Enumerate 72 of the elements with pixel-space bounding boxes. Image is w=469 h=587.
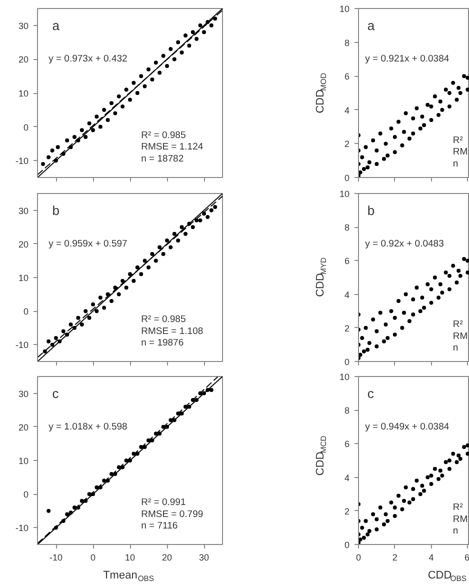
y-tick-label: 20 (18, 239, 29, 250)
annotation: R² (452, 319, 463, 330)
y-tick-label: 0 (344, 540, 350, 550)
y-tick-label: -10 (15, 340, 29, 350)
annotation: R² = 0.991 (141, 497, 186, 508)
annotation: y = 0.921x + 0.0384 (365, 54, 450, 65)
annotation: RM (452, 330, 468, 342)
annotation: y = 1.018x + 0.598 (48, 421, 128, 432)
y-tick-label: 30 (18, 20, 29, 31)
y-tick-label: 10 (339, 372, 350, 382)
annotation: n = 7116 (141, 520, 178, 532)
annotation: RMSE = 1.108 (141, 326, 204, 337)
annotation: y = 0.949x + 0.0384 (365, 421, 450, 432)
x-tick-label: 10 (124, 552, 136, 562)
x-tick-label: 0 (90, 552, 96, 562)
annotation: b (367, 202, 375, 218)
y-tick-label: 4 (344, 472, 350, 483)
y-tick-label: 10 (18, 273, 29, 283)
y-tick-label: 2 (344, 323, 350, 334)
annotation: n (452, 158, 458, 170)
x-tick-label: 0 (356, 552, 362, 562)
y-tick-label: 2 (344, 139, 350, 150)
annotation: R² = 0.985 (141, 130, 186, 141)
annotation: c (52, 386, 60, 401)
annotation: b (52, 202, 60, 218)
y-tick-label: 0 (23, 306, 29, 317)
y-tick-label: 10 (339, 4, 350, 14)
x-tick-label: 4 (428, 552, 434, 562)
y-tick-label: 0 (23, 122, 29, 132)
annotation: RMSE = 0.799 (141, 508, 204, 520)
y-tick-label: 4 (344, 290, 350, 300)
annotation: y = 0.92x + 0.0483 (365, 238, 444, 250)
y-tick-label: 4 (344, 105, 350, 116)
y-tick-label: 0 (344, 173, 350, 183)
annotation: n (452, 526, 458, 537)
annotation: R² = 0.985 (141, 314, 186, 325)
y-tick-label: 30 (18, 206, 29, 216)
annotation: R² (452, 502, 463, 514)
annotation: y = 0.959x + 0.597 (48, 238, 128, 250)
y-tick-label: 6 (344, 256, 350, 266)
y-tick-label: 8 (344, 38, 350, 48)
annotation: n (452, 342, 458, 354)
y-tick-label: 30 (18, 388, 29, 399)
y-tick-label: 8 (344, 222, 350, 233)
y-tick-label: 0 (23, 490, 29, 500)
y-tick-label: -10 (15, 156, 29, 166)
annotation: R² (452, 134, 463, 146)
annotation: y = 0.973x + 0.432 (48, 54, 128, 65)
annotation: RM (452, 146, 468, 158)
y-tick-label: 6 (344, 72, 350, 82)
annotation: a (367, 18, 376, 33)
annotation: n = 18782 (141, 153, 184, 164)
x-tick-label: 20 (162, 552, 172, 562)
y-tick-label: 20 (18, 54, 29, 65)
y-tick-label: 0 (344, 357, 350, 367)
y-tick-label: 20 (18, 422, 29, 432)
annotation: a (52, 18, 60, 33)
x-tick-label: 30 (198, 552, 210, 562)
annotation: RMSE = 1.124 (141, 142, 204, 153)
y-tick-label: 8 (344, 406, 350, 416)
y-tick-label: 2 (344, 506, 350, 516)
y-tick-label: 10 (339, 189, 350, 199)
annotation: c (367, 386, 374, 401)
y-tick-label: 10 (18, 456, 29, 466)
annotation: n = 19876 (141, 338, 184, 349)
x-tick-label: -10 (49, 552, 63, 562)
y-tick-label: -10 (15, 523, 29, 534)
annotation: RM (452, 514, 468, 525)
y-tick-label: 6 (344, 439, 350, 450)
x-tick-label: 2 (392, 552, 398, 562)
x-tick-label: 6 (464, 552, 469, 562)
y-tick-label: 10 (18, 88, 29, 98)
